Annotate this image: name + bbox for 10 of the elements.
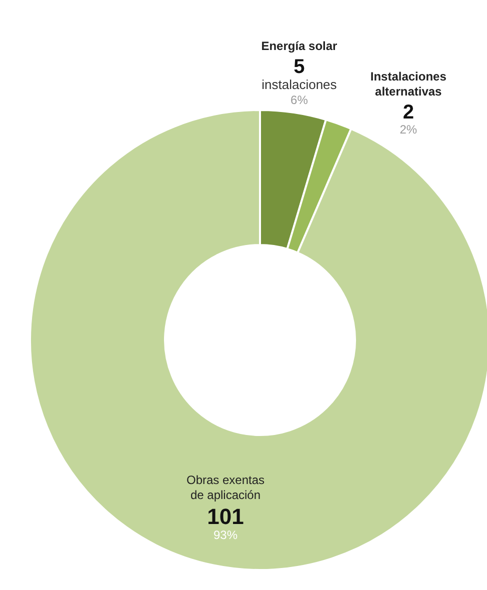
- slice-label: Obras exentas de aplicación: [186, 472, 265, 502]
- data-label: 101: [207, 504, 244, 529]
- slice-label: Instalaciones alternativas: [370, 70, 447, 99]
- text: 2%: [400, 122, 418, 137]
- text: 93%: [214, 528, 238, 542]
- slice-label: Energía solar: [261, 38, 338, 53]
- data-label: 2: [402, 102, 414, 124]
- text: instalaciones: [262, 76, 337, 92]
- data-label: 5: [294, 56, 305, 78]
- text: 6%: [290, 92, 308, 107]
